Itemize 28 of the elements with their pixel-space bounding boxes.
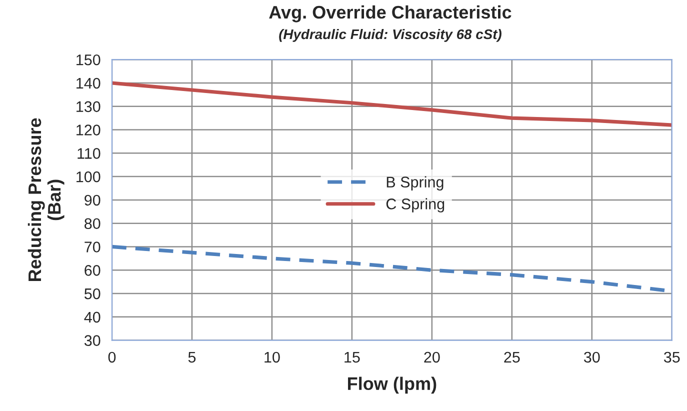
- x-tick-label: 0: [108, 352, 116, 363]
- y-tick-label: 130: [76, 101, 100, 112]
- x-axis-title: Flow (lpm): [348, 376, 436, 394]
- y-tick-label: 70: [84, 242, 100, 252]
- x-tick-label: 35: [664, 352, 680, 363]
- x-tick-label: 15: [344, 352, 360, 363]
- x-tick-label: 5: [188, 352, 196, 363]
- y-tick-label: 150: [76, 54, 100, 66]
- y-tick-label: 80: [84, 218, 100, 230]
- x-tick-label: 20: [424, 352, 440, 363]
- y-tick-label: 90: [84, 194, 100, 206]
- x-tick-label: 25: [504, 352, 520, 363]
- line-series: [112, 81, 672, 127]
- y-tick-label: 110: [78, 148, 100, 159]
- y-tick-label: 30: [84, 335, 100, 346]
- chart-title: Avg. Override Characteristic: [269, 5, 512, 22]
- legend-label: C Spring: [386, 198, 444, 212]
- x-tick-label: 30: [584, 352, 600, 363]
- y-tick-label: 100: [76, 171, 100, 182]
- chart-subtitle: (Hydraulic Fluid: Viscosity 68 cSt): [279, 28, 502, 42]
- y-tick-label: 40: [84, 312, 100, 323]
- legend-label: B Spring: [386, 176, 444, 191]
- y-tick-label: 60: [84, 264, 100, 276]
- y-tick-label: 140: [76, 78, 100, 89]
- y-tick-label: 120: [76, 124, 100, 136]
- y-tick-label: 50: [84, 288, 100, 300]
- y-axis-title: Reducing Pressure (Bar): [28, 118, 64, 282]
- x-tick-label: 10: [264, 352, 280, 363]
